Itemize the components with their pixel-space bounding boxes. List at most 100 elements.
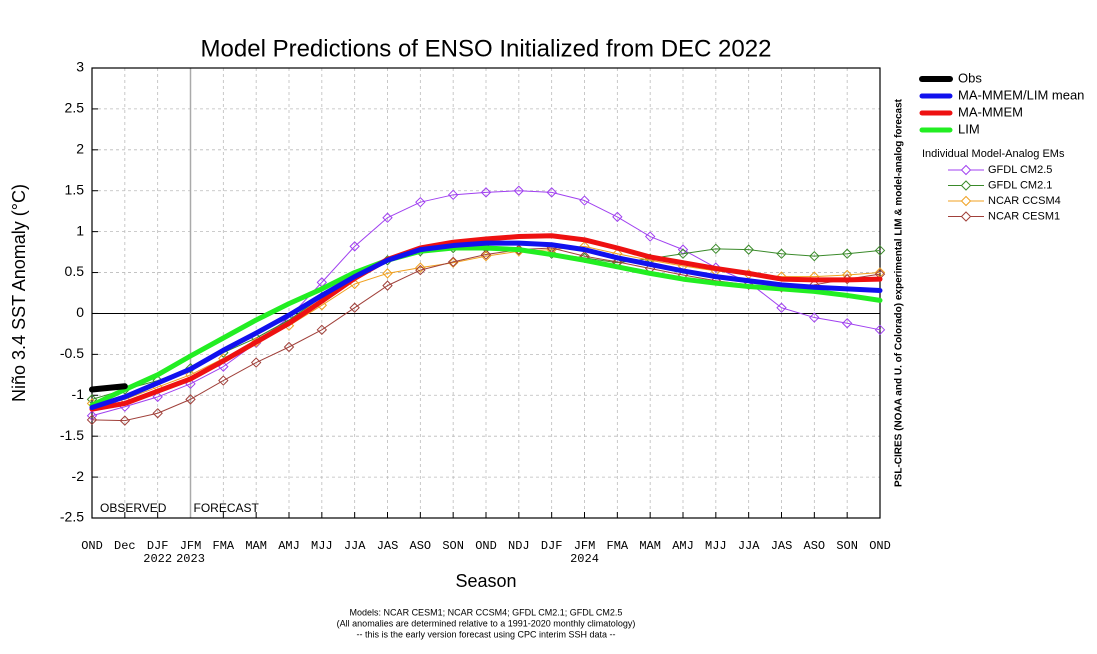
point-marker [415,196,426,208]
legend-label: MA-MMEM [958,104,1023,119]
footer: Models: NCAR CESM1; NCAR CCSM4; GFDL CM2… [350,607,623,617]
x-sublabel: 2022 [143,552,172,566]
point-marker [809,312,820,323]
x-sublabel: 2023 [176,552,205,566]
point-marker [743,244,754,255]
series-line [89,245,883,408]
x-tick-label: SON [836,539,858,553]
point-marker [382,268,393,279]
legend-label: LIM [958,121,980,136]
annotation: FORECAST [194,501,260,515]
point-marker [612,211,623,223]
point-marker [415,262,426,273]
point-marker [86,414,98,426]
point-marker [218,375,229,386]
series-line [89,240,883,411]
side-note: PSL-CIRES (NOAA and U. of Colorado) expe… [894,98,905,487]
x-tick-label: FMA [213,539,235,553]
y-tick-label: 1 [76,222,84,238]
x-sublabel: 2024 [570,552,599,566]
x-tick-label: AMJ [278,539,300,553]
y-tick-label: 3 [76,59,84,75]
point-marker [447,256,459,268]
point-marker [710,243,722,255]
x-tick-label: DJF [147,539,169,553]
y-tick-label: -2 [72,468,85,484]
chart-title: Model Predictions of ENSO Initialized fr… [201,35,772,62]
point-marker [250,357,262,368]
series-line [89,383,128,393]
point-marker [776,248,787,259]
x-tick-label: ASO [804,539,826,553]
point-marker [152,391,163,403]
point-marker [349,302,360,313]
series-line [91,245,881,404]
point-marker [874,324,886,336]
x-tick-label: OND [475,539,497,553]
point-marker [316,324,328,336]
y-axis-label: Niño 3.4 SST Anomaly (°C) [9,184,29,402]
x-tick-label: JFM [180,539,202,553]
legend-marker [960,180,972,191]
point-marker [152,408,163,419]
legend-label: Obs [958,70,982,85]
point-marker [415,264,426,276]
legend-label: GFDL CM2.5 [988,164,1052,176]
y-tick-label: 2 [76,141,84,157]
y-tick-label: -2.5 [60,509,84,525]
x-tick-label: MJJ [311,539,333,553]
point-marker [776,302,787,313]
x-tick-label: NDJ [508,539,530,553]
y-tick-label: -0.5 [60,345,84,361]
point-marker [513,185,525,196]
point-marker [382,280,393,291]
x-tick-label: AMJ [672,539,694,553]
point-marker [480,250,492,262]
x-tick-label: MAM [245,539,267,553]
point-marker [480,249,492,260]
x-tick-label: JJA [344,539,366,553]
y-tick-label: 0.5 [65,263,85,279]
x-tick-label: SON [442,539,464,553]
legend-label: GFDL CM2.1 [988,179,1052,191]
point-marker [382,212,393,223]
x-tick-label: FMA [607,539,629,553]
footer: -- this is the early version forecast us… [356,629,615,639]
footer: (All anomalies are determined relative t… [337,618,636,628]
y-tick-label: 2.5 [65,100,85,116]
point-marker [119,415,131,426]
y-tick-label: -1.5 [60,427,84,443]
legend-subtitle: Individual Model-Analog EMs [922,148,1065,160]
point-marker [447,189,459,201]
legend-label: NCAR CESM1 [988,210,1060,222]
x-tick-label: JAS [377,539,399,553]
annotation: OBSERVED [100,501,167,515]
x-tick-label: OND [81,539,103,553]
x-tick-label: Dec [114,539,136,553]
x-tick-label: JFM [574,539,596,553]
y-tick-label: -1 [72,386,85,402]
point-marker [874,245,886,256]
x-tick-label: ASO [410,539,432,553]
legend-marker [960,211,972,222]
point-marker [841,318,853,329]
point-marker [283,341,295,353]
point-marker [546,187,557,198]
x-tick-label: DJF [541,539,563,553]
point-marker [841,248,853,259]
legend-marker [960,195,972,207]
legend-marker [960,164,972,176]
y-tick-label: 1.5 [65,181,85,197]
series-line [89,233,883,412]
point-marker [677,248,689,259]
point-marker [644,231,656,242]
x-tick-label: JJA [738,539,760,553]
x-tick-label: JAS [771,539,793,553]
y-tick-label: 0 [76,304,84,320]
point-marker [349,241,360,252]
x-tick-label: MAM [639,539,661,553]
x-tick-label: MJJ [705,539,727,553]
point-marker [579,195,590,206]
x-axis-label: Season [455,571,516,591]
